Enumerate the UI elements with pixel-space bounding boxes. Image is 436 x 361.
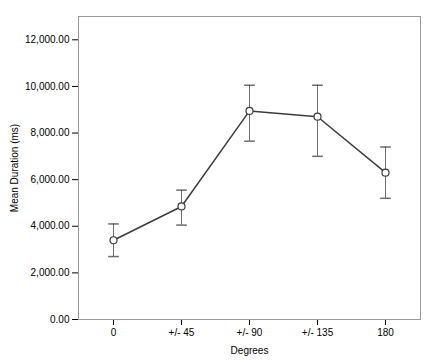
svg-text:0.00: 0.00 [50, 314, 70, 325]
svg-text:10,000.00: 10,000.00 [25, 81, 70, 92]
svg-text:+/- 45: +/- 45 [169, 327, 195, 338]
svg-text:12,000.00: 12,000.00 [25, 34, 70, 45]
svg-text:Mean Duration (ms): Mean Duration (ms) [9, 124, 20, 212]
svg-text:8,000.00: 8,000.00 [31, 127, 70, 138]
svg-text:0: 0 [111, 327, 117, 338]
svg-text:+/- 90: +/- 90 [237, 327, 263, 338]
svg-text:+/- 135: +/- 135 [302, 327, 334, 338]
svg-text:180: 180 [377, 327, 394, 338]
svg-text:4,000.00: 4,000.00 [31, 220, 70, 231]
svg-text:2,000.00: 2,000.00 [31, 267, 70, 278]
svg-text:6,000.00: 6,000.00 [31, 174, 70, 185]
svg-text:Degrees: Degrees [231, 345, 269, 356]
